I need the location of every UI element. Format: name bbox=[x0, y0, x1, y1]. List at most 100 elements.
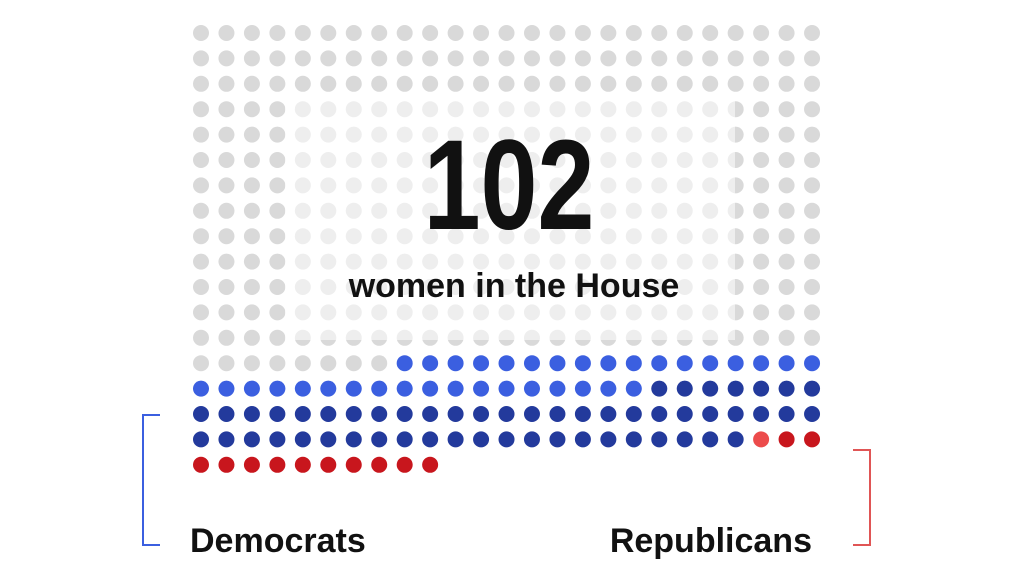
member-dot bbox=[345, 380, 362, 397]
seat-dot bbox=[269, 279, 286, 295]
seat-dot bbox=[193, 50, 209, 67]
member-dot bbox=[371, 406, 388, 422]
seat-dot bbox=[269, 304, 286, 321]
seat-dot bbox=[753, 202, 770, 219]
member-dot bbox=[574, 406, 591, 422]
member-dot bbox=[243, 431, 260, 448]
seat-dot bbox=[243, 25, 260, 41]
member-dot bbox=[804, 355, 821, 372]
seat-dot bbox=[243, 75, 260, 92]
member-dot bbox=[753, 406, 770, 422]
seat-dot bbox=[804, 75, 821, 92]
member-dot bbox=[269, 406, 286, 422]
member-dot bbox=[193, 431, 209, 448]
seat-dot bbox=[702, 50, 719, 67]
seat-dot bbox=[218, 304, 235, 321]
seat-dot bbox=[243, 101, 260, 118]
member-dot bbox=[651, 380, 668, 397]
seat-dot bbox=[193, 25, 209, 41]
seat-dot bbox=[243, 355, 260, 372]
member-dot bbox=[422, 380, 439, 397]
seat-dot bbox=[753, 253, 770, 270]
seat-dot bbox=[218, 152, 235, 168]
seat-dot bbox=[345, 75, 362, 92]
member-dot bbox=[218, 380, 235, 397]
seat-dot bbox=[804, 329, 821, 346]
member-dot bbox=[523, 431, 540, 448]
seat-dot bbox=[243, 50, 260, 67]
member-dot bbox=[320, 406, 337, 422]
seat-dot bbox=[269, 177, 286, 194]
seat-dot bbox=[218, 50, 235, 67]
member-dot bbox=[778, 380, 795, 397]
seat-dot bbox=[804, 304, 821, 321]
seat-dot bbox=[269, 228, 286, 245]
seat-dot bbox=[269, 152, 286, 168]
seat-dot bbox=[753, 228, 770, 245]
seat-dot bbox=[473, 75, 490, 92]
seat-dot bbox=[473, 50, 490, 67]
seat-dot bbox=[269, 75, 286, 92]
seat-dot bbox=[804, 279, 821, 295]
seat-dot bbox=[218, 25, 235, 41]
seat-dot bbox=[676, 50, 693, 67]
legend-label: Democrats bbox=[190, 522, 366, 560]
seat-dot bbox=[243, 202, 260, 219]
seat-dot bbox=[243, 329, 260, 346]
member-dot bbox=[600, 355, 617, 372]
member-dot bbox=[600, 380, 617, 397]
member-dot bbox=[523, 380, 540, 397]
seat-dot bbox=[371, 25, 388, 41]
member-dot bbox=[804, 431, 821, 448]
seat-dot bbox=[345, 25, 362, 41]
seat-dot bbox=[574, 75, 591, 92]
seat-dot bbox=[804, 228, 821, 245]
member-dot bbox=[294, 406, 311, 422]
member-dot bbox=[574, 431, 591, 448]
seat-dot bbox=[193, 253, 209, 270]
seat-dot bbox=[727, 25, 744, 41]
member-dot bbox=[574, 380, 591, 397]
seat-dot bbox=[243, 253, 260, 270]
member-dot bbox=[676, 431, 693, 448]
seat-dot bbox=[804, 101, 821, 118]
seat-dot bbox=[600, 50, 617, 67]
seat-dot bbox=[778, 50, 795, 67]
member-dot bbox=[702, 431, 719, 448]
seat-dot bbox=[269, 329, 286, 346]
seat-dot bbox=[371, 75, 388, 92]
member-dot bbox=[320, 456, 337, 473]
seat-dot bbox=[320, 50, 337, 67]
seat-dot bbox=[243, 304, 260, 321]
seat-dot bbox=[498, 50, 515, 67]
seat-dot bbox=[753, 304, 770, 321]
seat-dot bbox=[294, 25, 311, 41]
seat-dot bbox=[243, 177, 260, 194]
seat-dot bbox=[422, 25, 439, 41]
member-dot bbox=[727, 406, 744, 422]
member-dot bbox=[778, 355, 795, 372]
member-dot bbox=[193, 380, 209, 397]
member-dot bbox=[804, 380, 821, 397]
seat-dot bbox=[753, 152, 770, 168]
member-dot bbox=[651, 355, 668, 372]
seat-dot bbox=[193, 228, 209, 245]
member-dot bbox=[294, 380, 311, 397]
seat-dot bbox=[243, 279, 260, 295]
member-dot bbox=[549, 355, 566, 372]
member-dot bbox=[396, 406, 413, 422]
seat-dot bbox=[523, 25, 540, 41]
seat-dot bbox=[804, 202, 821, 219]
seat-dot bbox=[498, 25, 515, 41]
member-dot bbox=[473, 380, 490, 397]
seat-dot bbox=[778, 202, 795, 219]
seat-dot bbox=[651, 50, 668, 67]
member-dot bbox=[422, 431, 439, 448]
member-dot bbox=[345, 406, 362, 422]
seat-dot bbox=[651, 75, 668, 92]
seat-dot bbox=[371, 50, 388, 67]
member-dot bbox=[396, 456, 413, 473]
seat-dot bbox=[778, 228, 795, 245]
seat-dot bbox=[218, 177, 235, 194]
member-dot bbox=[269, 380, 286, 397]
